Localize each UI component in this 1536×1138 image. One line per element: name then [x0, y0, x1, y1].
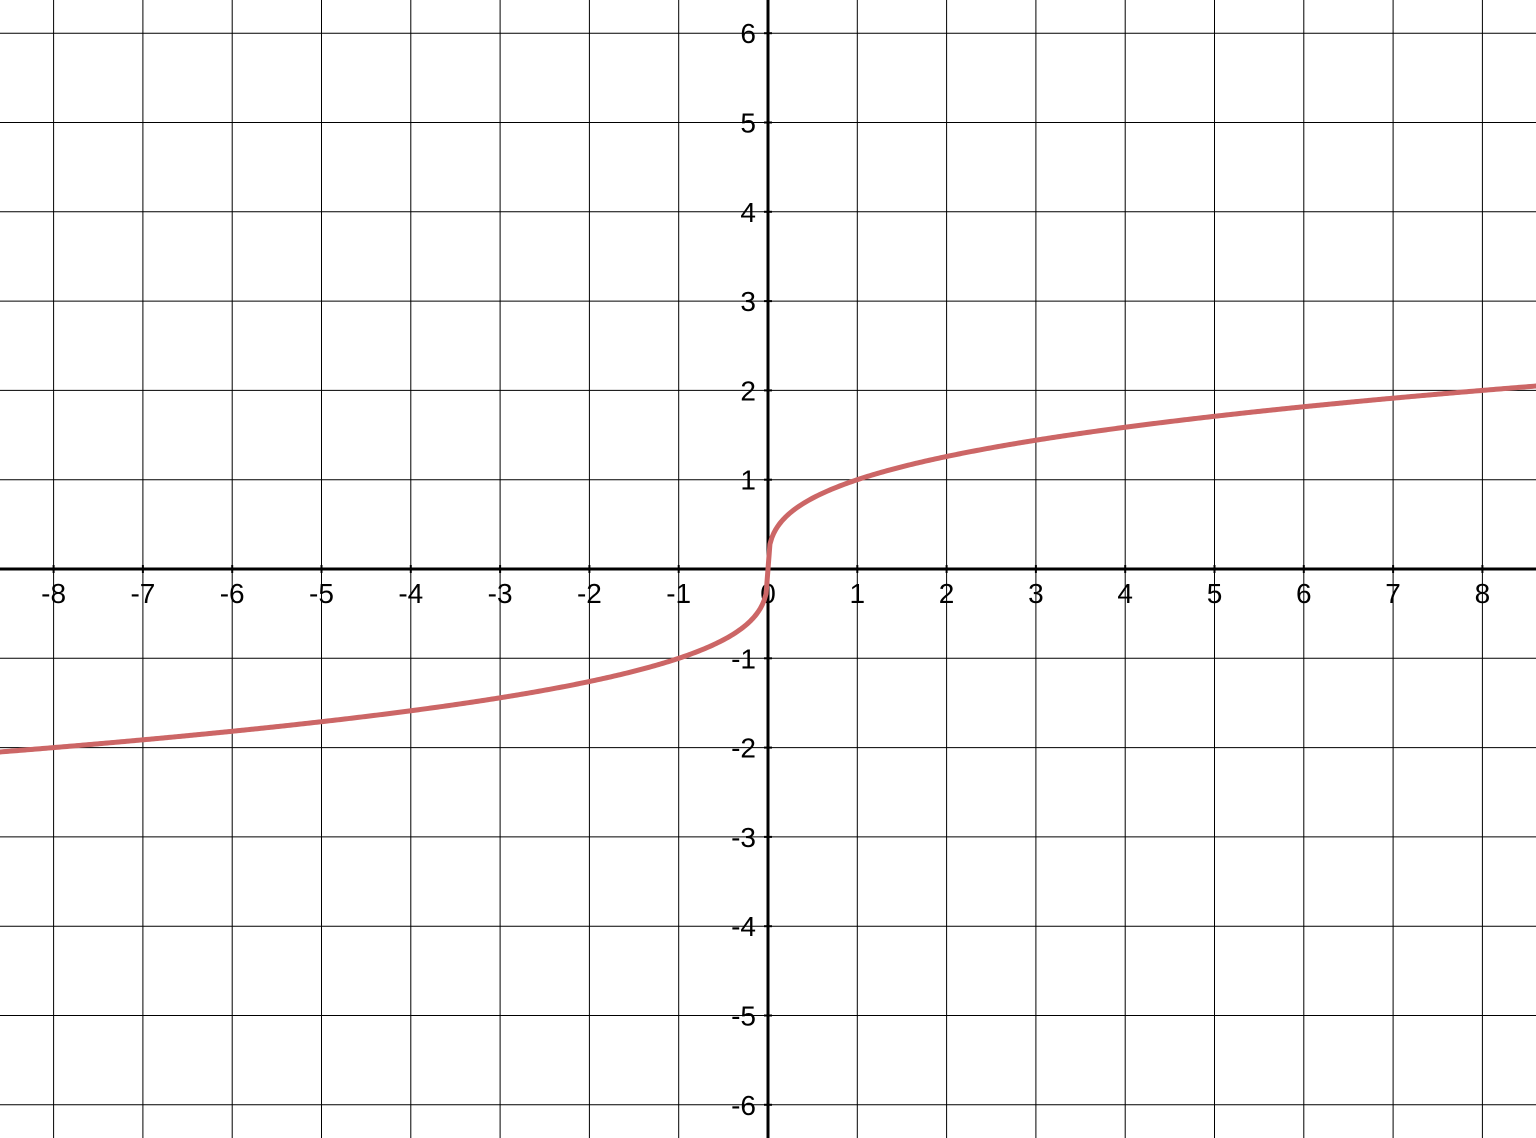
x-tick-label: -8 [41, 578, 66, 609]
y-tick-label: -4 [731, 911, 756, 942]
x-tick-label: 2 [939, 578, 955, 609]
y-tick-label: -6 [731, 1090, 756, 1121]
x-tick-label: 7 [1385, 578, 1401, 609]
x-tick-label: 4 [1117, 578, 1133, 609]
x-tick-label: 3 [1028, 578, 1044, 609]
y-tick-label: -3 [731, 822, 756, 853]
x-tick-label: -5 [309, 578, 334, 609]
x-tick-label: -1 [666, 578, 691, 609]
x-tick-label: 1 [850, 578, 866, 609]
x-tick-label: -4 [398, 578, 423, 609]
x-tick-label: -7 [130, 578, 155, 609]
y-tick-label: -2 [731, 733, 756, 764]
x-tick-label: 6 [1296, 578, 1312, 609]
y-tick-label: 6 [740, 18, 756, 49]
y-tick-label: 3 [740, 286, 756, 317]
y-tick-label: -5 [731, 1001, 756, 1032]
y-tick-label: 4 [740, 197, 756, 228]
x-tick-label: 8 [1475, 578, 1491, 609]
x-tick-label: -3 [488, 578, 513, 609]
y-tick-label: 2 [740, 375, 756, 406]
cube-root-chart: -8-7-6-5-4-3-2-1012345678-6-5-4-3-2-1123… [0, 0, 1536, 1138]
x-tick-label: -2 [577, 578, 602, 609]
y-tick-label: 5 [740, 108, 756, 139]
x-tick-label: 5 [1207, 578, 1223, 609]
x-tick-label: -6 [220, 578, 245, 609]
chart-container: -8-7-6-5-4-3-2-1012345678-6-5-4-3-2-1123… [0, 0, 1536, 1138]
y-tick-label: 1 [740, 465, 756, 496]
y-tick-label: -1 [731, 643, 756, 674]
